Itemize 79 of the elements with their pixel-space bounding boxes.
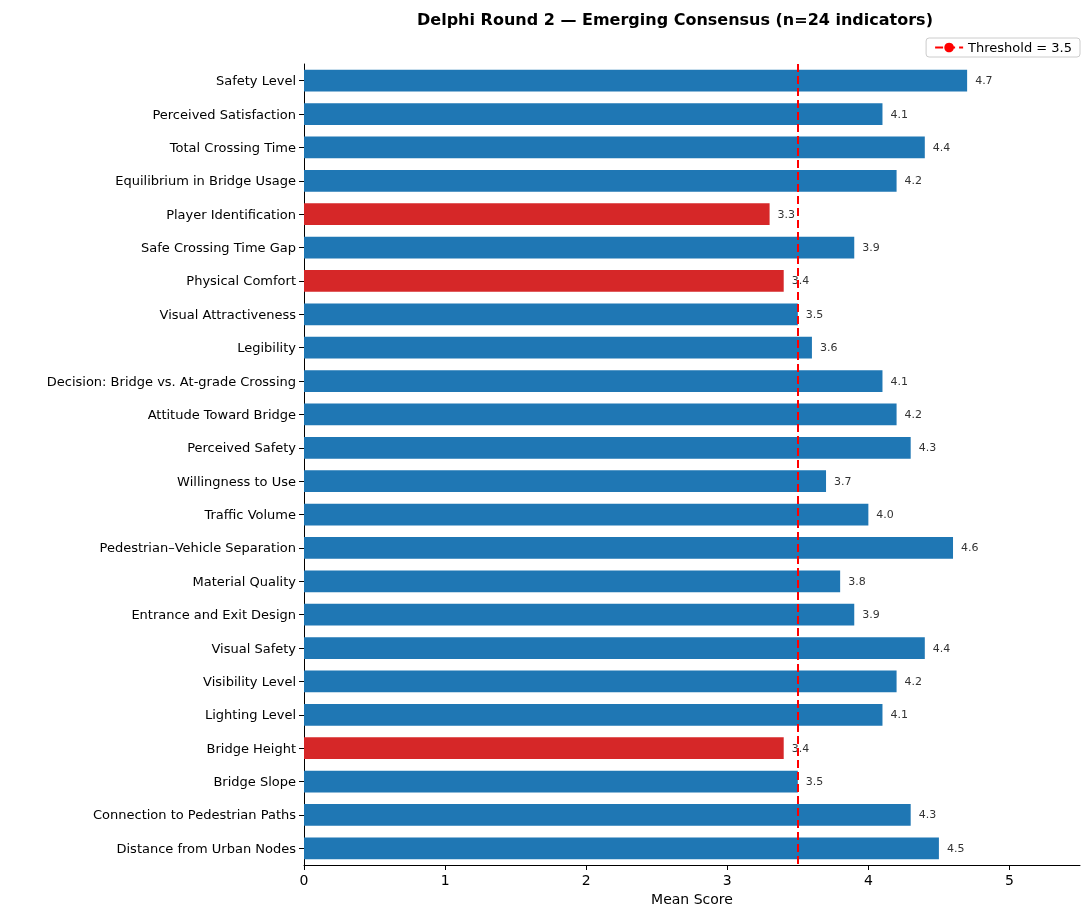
data-label: 4.6	[961, 541, 979, 555]
data-label: 4.1	[890, 708, 908, 722]
y-tick-label: Decision: Bridge vs. At-grade Crossing	[46, 373, 296, 389]
bar	[304, 570, 841, 593]
y-tick-label: Entrance and Exit Design	[131, 607, 296, 623]
data-label: 3.5	[805, 307, 824, 321]
data-label: 4.7	[975, 74, 993, 88]
y-tick-label: Pedestrian–Vehicle Separation	[99, 540, 296, 556]
y-tick-label: Attitude Toward Bridge	[147, 406, 296, 422]
bar	[304, 470, 827, 493]
x-tick-label: 1	[440, 872, 450, 888]
data-label: 3.3	[777, 207, 796, 221]
data-label: 4.1	[890, 374, 908, 388]
legend-label: Threshold = 3.5	[967, 40, 1073, 55]
y-tick-label: Equilibrium in Bridge Usage	[115, 173, 296, 189]
bar	[304, 670, 897, 693]
bar	[304, 336, 812, 359]
data-label: 4.2	[904, 407, 923, 421]
bar	[304, 403, 897, 426]
y-tick-label: Player Identification	[166, 206, 296, 222]
data-label: 3.7	[834, 474, 852, 488]
x-tick-label: 0	[299, 872, 309, 888]
bar	[304, 537, 954, 559]
y-tick-label: Visual Attractiveness	[159, 306, 297, 322]
y-tick-label: Safe Crossing Time Gap	[140, 240, 296, 256]
y-tick-label: Perceived Satisfaction	[152, 106, 296, 122]
y-tick-label: Bridge Slope	[213, 774, 296, 790]
x-tick-label: 5	[1004, 872, 1014, 888]
y-tick-label: Bridge Height	[206, 740, 296, 756]
data-label: 3.8	[848, 574, 866, 588]
bar	[304, 436, 911, 459]
y-tick-label: Safety Level	[215, 73, 296, 89]
data-label: 3.9	[862, 608, 880, 622]
data-label: 3.5	[805, 775, 824, 789]
bar	[304, 370, 883, 392]
y-tick-label: Distance from Urban Nodes	[116, 840, 297, 856]
bar	[304, 837, 939, 860]
x-axis-title: Mean Score	[651, 890, 733, 907]
y-tick-label: Physical Comfort	[186, 273, 296, 289]
bar	[304, 770, 798, 793]
y-tick-label: Material Quality	[192, 573, 297, 589]
y-tick-label: Legibility	[237, 340, 297, 356]
bar	[304, 236, 855, 259]
data-label: 4.3	[918, 441, 937, 455]
y-tick-label: Visibility Level	[203, 673, 296, 689]
x-tick-label: 2	[581, 872, 591, 888]
y-tick-label: Visual Safety	[211, 640, 297, 656]
x-tick-label: 3	[722, 872, 732, 888]
data-label: 4.2	[904, 674, 923, 688]
bar	[304, 804, 911, 826]
data-label: 4.1	[890, 107, 908, 121]
bar	[304, 136, 925, 159]
bar	[304, 203, 770, 226]
bar	[304, 303, 798, 326]
bar	[304, 69, 968, 92]
data-label: 4.3	[918, 808, 937, 822]
data-label: 4.4	[932, 140, 951, 154]
bar	[304, 737, 784, 760]
bar	[304, 637, 925, 659]
bar	[304, 603, 855, 626]
data-label: 4.0	[876, 508, 894, 522]
y-tick-label: Total Crossing Time	[168, 139, 296, 155]
y-tick-label: Lighting Level	[205, 707, 296, 723]
chart-title: Delphi Round 2 — Emerging Consensus (n=24 indicators)	[417, 9, 933, 29]
data-label: 3.6	[819, 341, 838, 355]
bar	[304, 103, 883, 125]
data-label: 4.2	[904, 174, 923, 188]
bar	[304, 703, 883, 726]
data-label: 4.4	[932, 641, 951, 655]
data-label: 3.9	[862, 241, 880, 255]
bar	[304, 270, 784, 292]
y-tick-label: Connection to Pedestrian Paths	[93, 807, 297, 823]
y-tick-label: Willingness to Use	[177, 473, 296, 489]
bar	[304, 503, 869, 526]
bar	[304, 169, 897, 192]
y-tick-label: Traffic Volume	[203, 507, 296, 523]
x-tick-label: 4	[863, 872, 873, 888]
data-label: 4.5	[946, 841, 965, 855]
y-tick-label: Perceived Safety	[187, 440, 297, 456]
